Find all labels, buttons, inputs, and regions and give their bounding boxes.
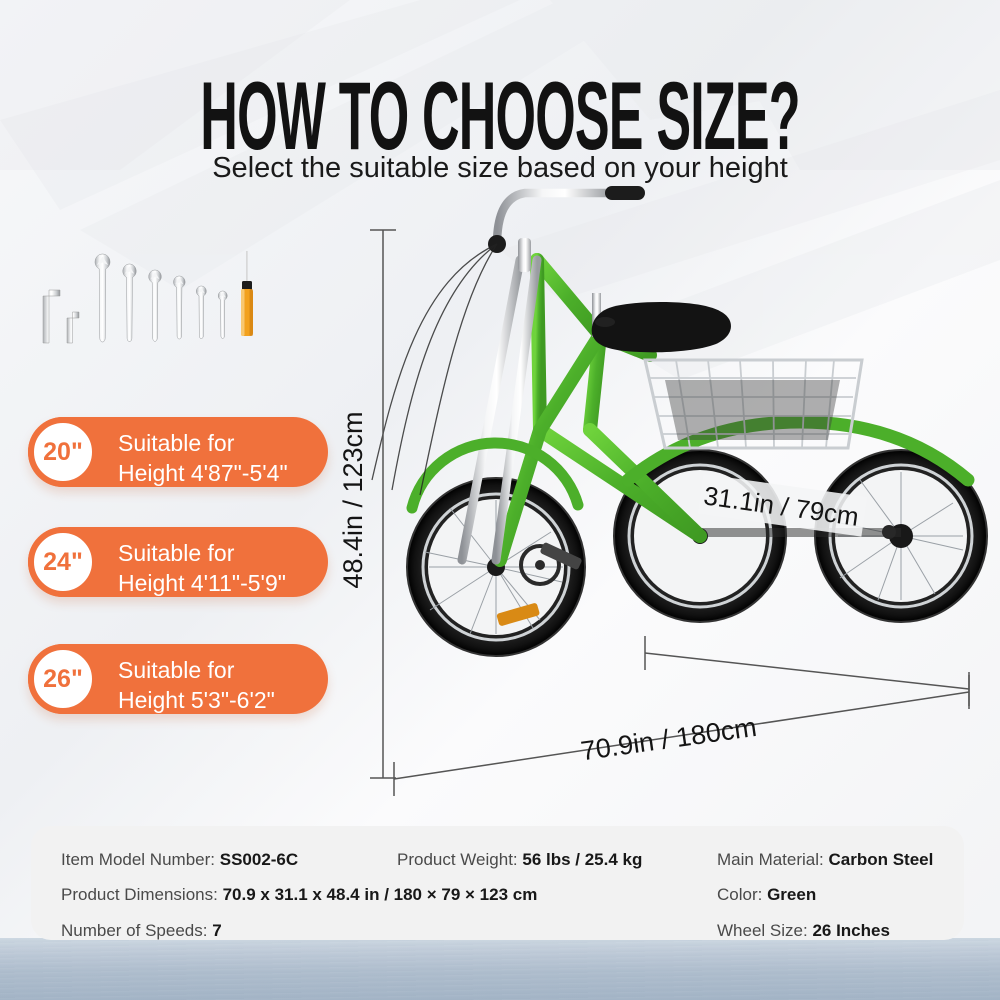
svg-text:70.9in / 180cm: 70.9in / 180cm: [579, 712, 759, 766]
svg-text:48.4in / 123cm: 48.4in / 123cm: [338, 411, 368, 588]
